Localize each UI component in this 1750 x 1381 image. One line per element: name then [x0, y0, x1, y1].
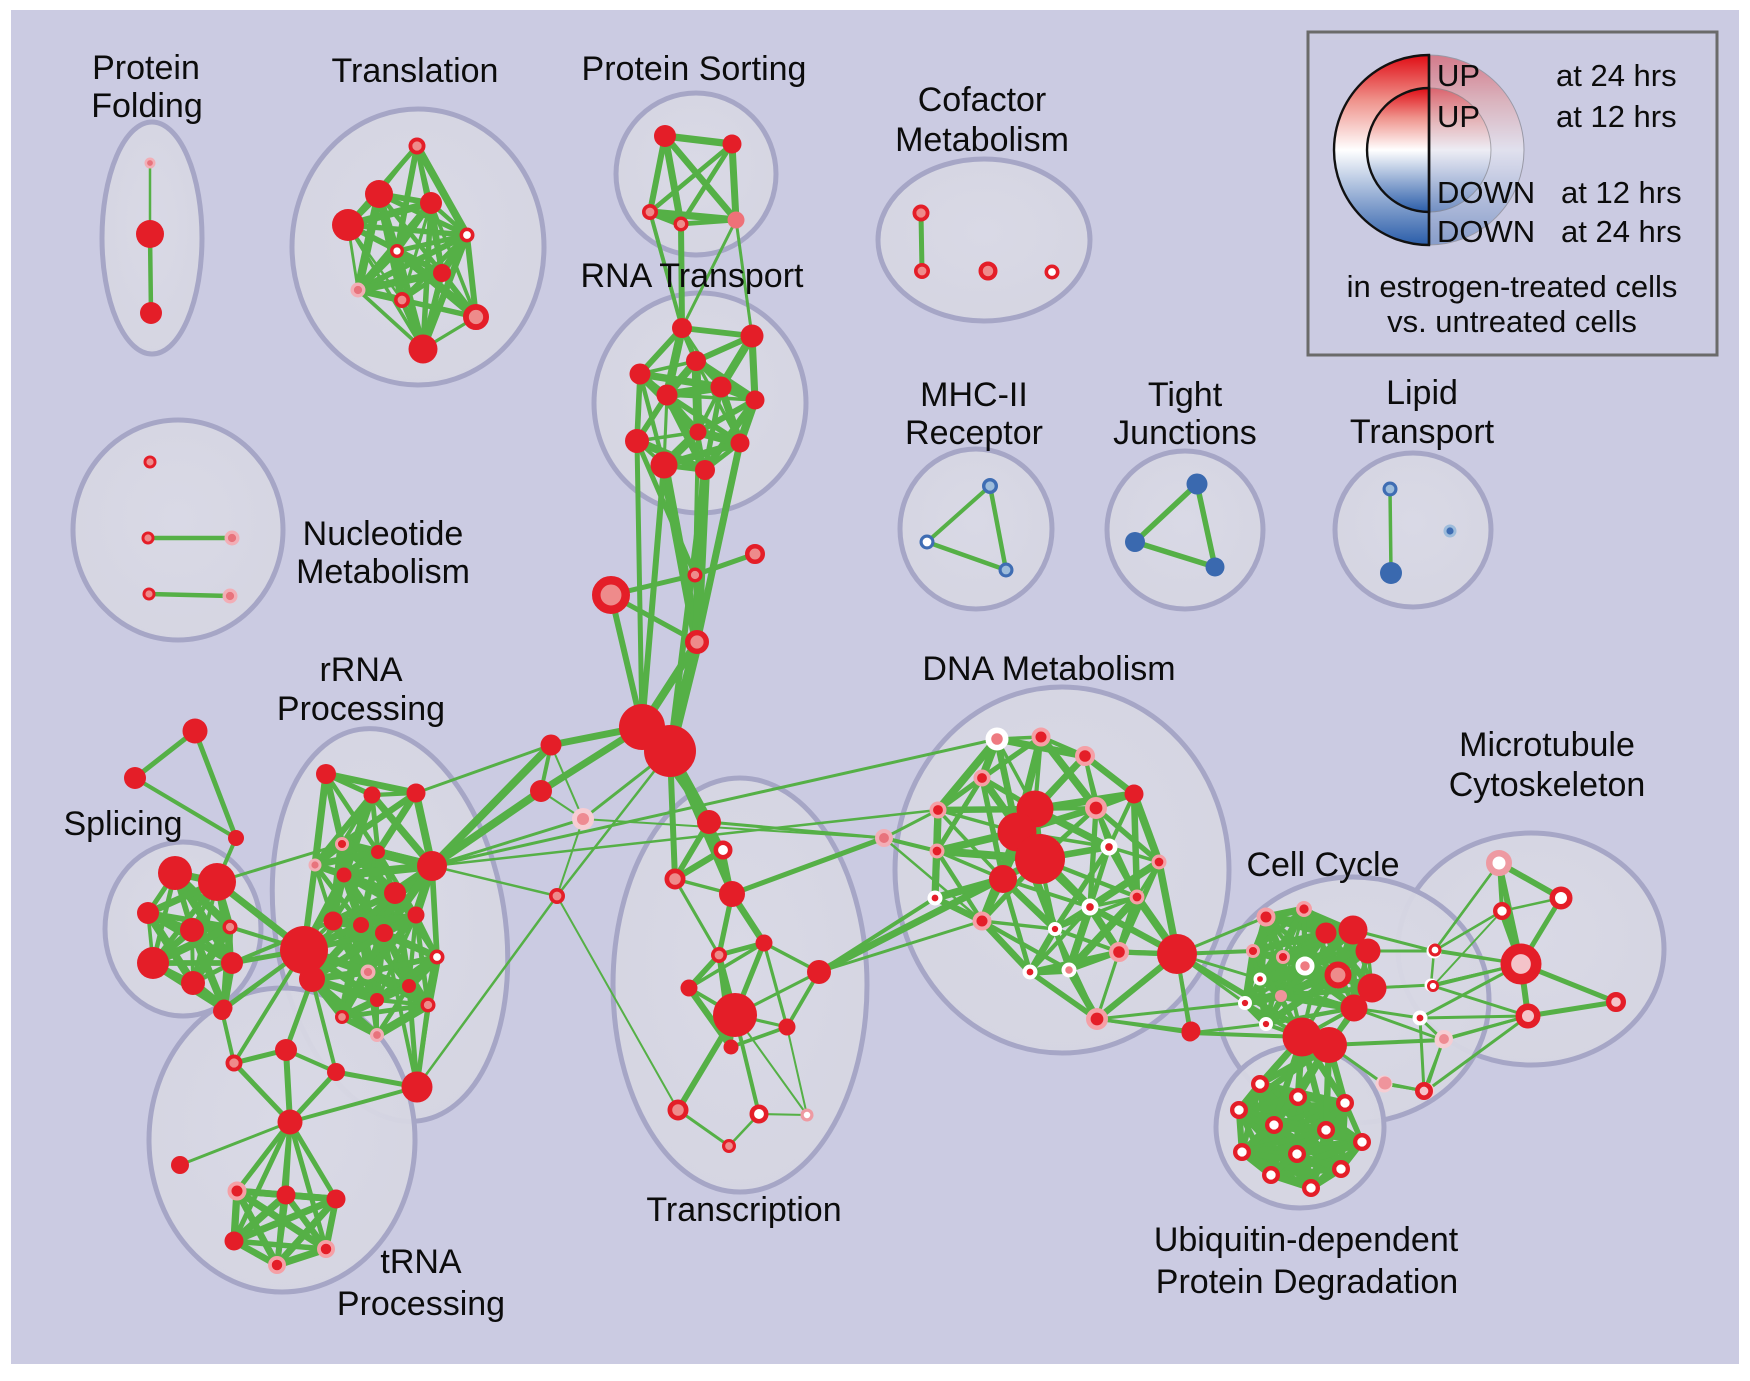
svg-text:Splicing: Splicing: [63, 805, 182, 843]
svg-text:Tight: Tight: [1148, 376, 1223, 414]
svg-text:MHC-II: MHC-II: [920, 376, 1028, 414]
svg-text:Junctions: Junctions: [1113, 414, 1257, 452]
svg-text:Folding: Folding: [91, 87, 203, 125]
svg-text:Metabolism: Metabolism: [895, 121, 1069, 159]
svg-text:Cytoskeleton: Cytoskeleton: [1449, 766, 1646, 804]
svg-text:at 12 hrs: at 12 hrs: [1556, 99, 1677, 134]
svg-text:vs. untreated cells: vs. untreated cells: [1387, 304, 1637, 339]
svg-text:Protein Degradation: Protein Degradation: [1156, 1263, 1458, 1301]
svg-text:in estrogen-treated cells: in estrogen-treated cells: [1347, 269, 1678, 304]
svg-text:DNA Metabolism: DNA Metabolism: [922, 650, 1175, 688]
svg-text:Cell Cycle: Cell Cycle: [1246, 846, 1399, 884]
svg-text:Ubiquitin-dependent: Ubiquitin-dependent: [1154, 1221, 1459, 1259]
svg-text:at 12 hrs: at 12 hrs: [1561, 175, 1682, 210]
svg-text:at 24 hrs: at 24 hrs: [1556, 58, 1677, 93]
svg-text:Processing: Processing: [337, 1285, 505, 1323]
svg-text:Metabolism: Metabolism: [296, 553, 470, 591]
svg-text:Lipid: Lipid: [1386, 374, 1458, 412]
svg-text:Protein: Protein: [92, 49, 200, 87]
svg-text:Microtubule: Microtubule: [1459, 726, 1635, 764]
svg-text:Transcription: Transcription: [646, 1191, 841, 1229]
svg-text:Translation: Translation: [332, 52, 499, 90]
svg-text:DOWN: DOWN: [1437, 214, 1535, 249]
svg-text:at 24 hrs: at 24 hrs: [1561, 214, 1682, 249]
svg-text:Cofactor: Cofactor: [918, 81, 1047, 119]
svg-text:Receptor: Receptor: [905, 414, 1043, 452]
svg-text:Nucleotide: Nucleotide: [303, 515, 464, 553]
svg-text:Processing: Processing: [277, 690, 445, 728]
svg-text:Transport: Transport: [1350, 413, 1495, 451]
svg-text:Protein Sorting: Protein Sorting: [582, 50, 807, 88]
svg-text:rRNA: rRNA: [319, 651, 402, 689]
svg-text:tRNA: tRNA: [380, 1243, 462, 1281]
svg-text:UP: UP: [1437, 99, 1480, 134]
svg-text:UP: UP: [1437, 58, 1480, 93]
svg-text:DOWN: DOWN: [1437, 175, 1535, 210]
svg-text:RNA Transport: RNA Transport: [581, 257, 805, 295]
